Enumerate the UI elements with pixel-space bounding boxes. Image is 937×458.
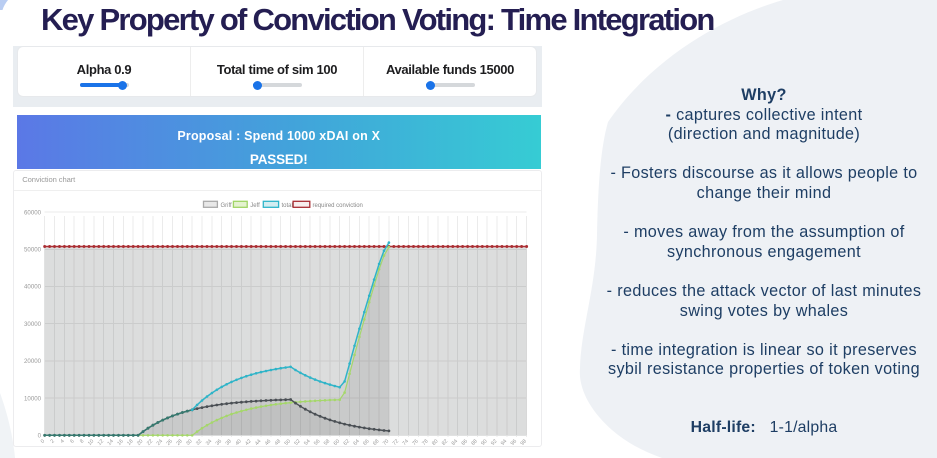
svg-text:54: 54 <box>303 438 311 446</box>
svg-text:66: 66 <box>362 438 370 446</box>
svg-text:8: 8 <box>79 438 85 444</box>
svg-text:10000: 10000 <box>24 395 42 402</box>
svg-text:6: 6 <box>69 438 75 444</box>
svg-text:64: 64 <box>352 438 360 446</box>
svg-text:44: 44 <box>254 438 262 446</box>
svg-text:98: 98 <box>520 438 528 446</box>
svg-text:20000: 20000 <box>24 358 42 365</box>
svg-text:30000: 30000 <box>24 321 42 328</box>
svg-text:required conviction: required conviction <box>313 203 363 209</box>
svg-text:28: 28 <box>175 438 183 446</box>
svg-text:76: 76 <box>411 438 419 446</box>
svg-text:88: 88 <box>470 438 478 446</box>
svg-text:50000: 50000 <box>24 247 42 254</box>
svg-text:14: 14 <box>106 438 114 446</box>
svg-text:72: 72 <box>392 438 400 446</box>
svg-text:42: 42 <box>244 438 252 446</box>
svg-text:20: 20 <box>136 438 144 446</box>
svg-text:90: 90 <box>480 438 488 446</box>
svg-text:68: 68 <box>372 438 380 446</box>
svg-text:46: 46 <box>264 438 272 446</box>
svg-text:94: 94 <box>500 438 508 446</box>
svg-text:2: 2 <box>50 438 56 444</box>
svg-text:78: 78 <box>421 438 429 446</box>
svg-text:0: 0 <box>40 438 46 444</box>
svg-text:96: 96 <box>510 438 518 446</box>
svg-text:32: 32 <box>195 438 203 446</box>
svg-text:26: 26 <box>165 438 173 446</box>
svg-text:62: 62 <box>343 438 351 446</box>
svg-text:52: 52 <box>293 438 301 446</box>
svg-text:18: 18 <box>126 438 134 446</box>
svg-text:38: 38 <box>224 438 232 446</box>
svg-text:40000: 40000 <box>24 284 42 291</box>
svg-text:60000: 60000 <box>24 209 42 216</box>
svg-text:92: 92 <box>490 438 498 446</box>
svg-text:12: 12 <box>97 438 105 446</box>
svg-text:36: 36 <box>215 438 223 446</box>
svg-text:4: 4 <box>59 438 65 444</box>
svg-text:80: 80 <box>431 438 439 446</box>
svg-text:Jeff: Jeff <box>250 203 260 209</box>
svg-text:16: 16 <box>116 438 124 446</box>
svg-text:82: 82 <box>441 438 449 446</box>
svg-text:total: total <box>282 203 293 209</box>
svg-text:40: 40 <box>234 438 242 446</box>
svg-text:0: 0 <box>38 433 42 440</box>
svg-text:86: 86 <box>461 438 469 446</box>
svg-text:56: 56 <box>313 438 321 446</box>
svg-text:70: 70 <box>382 438 390 446</box>
svg-text:30: 30 <box>185 438 193 446</box>
svg-text:74: 74 <box>402 438 410 446</box>
svg-text:50: 50 <box>284 438 292 446</box>
svg-text:48: 48 <box>274 438 282 446</box>
svg-text:Griff: Griff <box>221 203 233 209</box>
svg-text:10: 10 <box>87 438 95 446</box>
svg-text:84: 84 <box>451 438 459 446</box>
svg-text:22: 22 <box>146 438 154 446</box>
svg-text:60: 60 <box>333 438 341 446</box>
svg-text:24: 24 <box>156 438 164 446</box>
svg-text:34: 34 <box>205 438 213 446</box>
svg-text:58: 58 <box>323 438 331 446</box>
